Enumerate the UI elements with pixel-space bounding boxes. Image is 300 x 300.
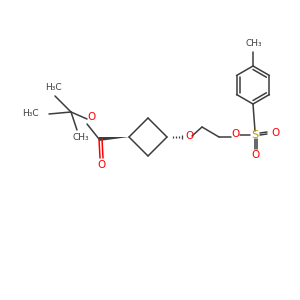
Text: S: S (251, 130, 259, 140)
Text: O: O (271, 128, 279, 138)
Polygon shape (99, 137, 129, 141)
Text: O: O (87, 112, 95, 122)
Text: O: O (252, 150, 260, 160)
Text: H₃C: H₃C (22, 110, 39, 118)
Text: O: O (186, 131, 194, 141)
Text: CH₃: CH₃ (246, 40, 262, 49)
Text: O: O (97, 160, 105, 170)
Text: CH₃: CH₃ (73, 134, 89, 142)
Text: O: O (232, 129, 240, 139)
Text: H₃C: H₃C (45, 83, 61, 92)
